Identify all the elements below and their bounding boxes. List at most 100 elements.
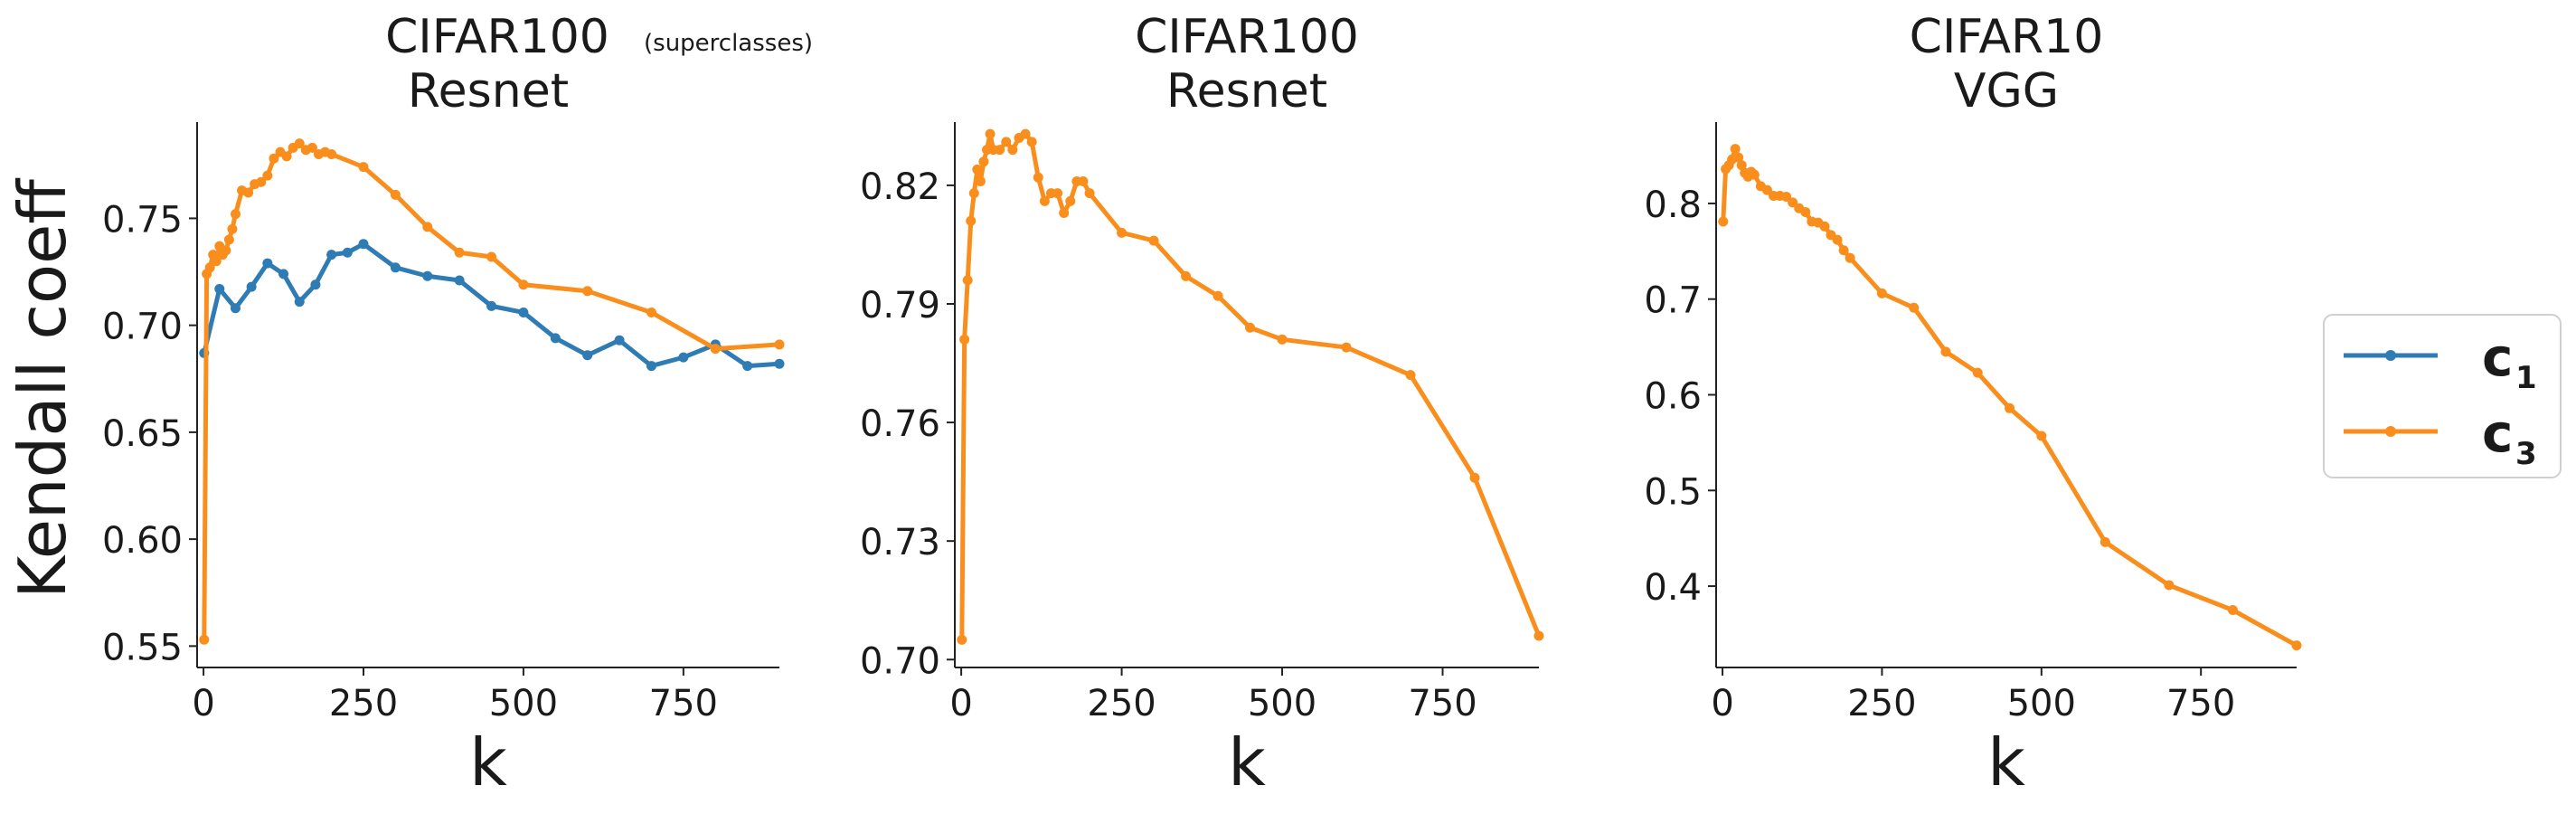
data-point-c1 (358, 239, 369, 250)
x-tick-label: 0 (192, 683, 214, 724)
data-point-c3 (269, 153, 279, 164)
y-tick-label: 0.65 (102, 413, 183, 455)
y-tick-label: 0.73 (860, 522, 940, 563)
y-tick-label: 0.70 (860, 640, 940, 682)
data-point-c1 (550, 333, 561, 344)
data-point-c3 (646, 307, 656, 317)
series-c1 (199, 239, 785, 372)
data-point-c3 (1117, 227, 1128, 238)
data-point-c1 (678, 352, 689, 363)
data-point-c3 (1059, 208, 1070, 218)
y-tick-label: 0.75 (102, 199, 183, 241)
data-point-c3 (966, 215, 977, 226)
data-point-c3 (1800, 206, 1811, 217)
x-tick-label: 500 (2007, 683, 2076, 724)
data-point-c1 (246, 281, 257, 292)
data-point-c3 (582, 286, 593, 297)
data-point-c1 (262, 258, 273, 269)
panels: CIFAR100 (superclasses)Resnet0.550.600.65… (102, 10, 2302, 800)
legend-label: c (2482, 402, 2513, 464)
series-c3 (199, 138, 785, 645)
data-point-c3 (1026, 137, 1037, 147)
data-point-c3 (1213, 290, 1223, 301)
data-point-c3 (1733, 152, 1744, 163)
data-point-c3 (710, 344, 721, 355)
data-point-c3 (968, 188, 979, 199)
data-point-c1 (342, 247, 353, 258)
chart-subtitle: Resnet (1166, 64, 1327, 118)
x-tick-label: 750 (1408, 683, 1477, 724)
x-tick-label: 250 (1847, 683, 1916, 724)
y-tick-label: 0.82 (860, 166, 940, 208)
data-point-c3 (978, 156, 989, 167)
data-point-c1 (518, 307, 529, 317)
data-point-c3 (1819, 221, 1830, 232)
data-point-c3 (1052, 188, 1063, 199)
data-point-c3 (972, 164, 983, 175)
data-point-c3 (1001, 137, 1012, 147)
data-point-c3 (223, 234, 234, 245)
data-point-c3 (294, 138, 305, 149)
legend-marker (2385, 426, 2396, 437)
data-point-c3 (957, 634, 967, 645)
data-point-c3 (1876, 288, 1887, 298)
data-point-c3 (199, 634, 210, 645)
chart-subtitle: VGG (1954, 64, 2059, 118)
x-tick-label: 250 (1087, 683, 1156, 724)
legend-marker (2385, 350, 2396, 361)
data-point-c1 (214, 283, 225, 294)
y-tick-label: 0.5 (1644, 471, 1702, 513)
data-point-c3 (2099, 536, 2110, 547)
data-point-c3 (2005, 402, 2015, 413)
data-point-c1 (614, 335, 625, 345)
data-point-c1 (486, 300, 497, 311)
data-point-c3 (422, 222, 433, 232)
series-c3 (957, 128, 1544, 645)
data-point-c3 (358, 162, 369, 173)
data-point-c3 (227, 223, 238, 234)
data-point-c3 (262, 170, 273, 181)
data-point-c3 (221, 245, 231, 256)
data-point-c3 (985, 128, 995, 139)
data-point-c3 (1781, 192, 1792, 203)
y-tick-label: 0.76 (860, 403, 940, 445)
y-tick-label: 0.7 (1644, 280, 1702, 322)
data-point-c3 (962, 275, 973, 286)
data-point-c3 (518, 279, 529, 290)
data-point-c3 (774, 339, 785, 350)
x-tick-label: 0 (1711, 683, 1733, 724)
x-axis-label: k (469, 724, 507, 800)
y-axis-label: Kendall coeff (5, 178, 80, 599)
data-point-c1 (582, 350, 593, 361)
chart-title: CIFAR10 (1910, 10, 2104, 64)
data-point-c3 (1341, 342, 1352, 353)
x-axis-label: k (1987, 724, 2025, 800)
data-point-c3 (1148, 235, 1159, 246)
data-point-c3 (1845, 252, 1855, 263)
data-point-c3 (486, 251, 497, 262)
data-point-c1 (310, 279, 321, 290)
data-point-c3 (1940, 346, 1951, 357)
data-point-c3 (1039, 195, 1050, 206)
x-axis-label: k (1228, 724, 1266, 800)
data-point-c1 (454, 275, 465, 286)
y-tick-label: 0.6 (1644, 376, 1702, 418)
data-point-c3 (1972, 367, 1983, 378)
data-point-c3 (1909, 302, 1920, 313)
y-tick-label: 0.8 (1644, 185, 1702, 226)
data-point-c3 (1832, 234, 1843, 245)
data-point-c3 (2291, 640, 2302, 651)
legend-label-subscript: 3 (2515, 436, 2537, 472)
data-point-c3 (1533, 630, 1544, 641)
data-point-c3 (243, 187, 254, 198)
data-point-c3 (959, 334, 970, 345)
data-point-c3 (1788, 197, 1798, 208)
data-point-c3 (2036, 431, 2047, 441)
y-tick-label: 0.79 (860, 285, 940, 327)
data-point-c3 (1718, 216, 1729, 227)
x-tick-label: 250 (329, 683, 398, 724)
x-tick-label: 750 (2166, 683, 2235, 724)
data-point-c1 (294, 297, 305, 308)
data-point-c1 (422, 270, 433, 281)
data-point-c3 (281, 151, 292, 162)
